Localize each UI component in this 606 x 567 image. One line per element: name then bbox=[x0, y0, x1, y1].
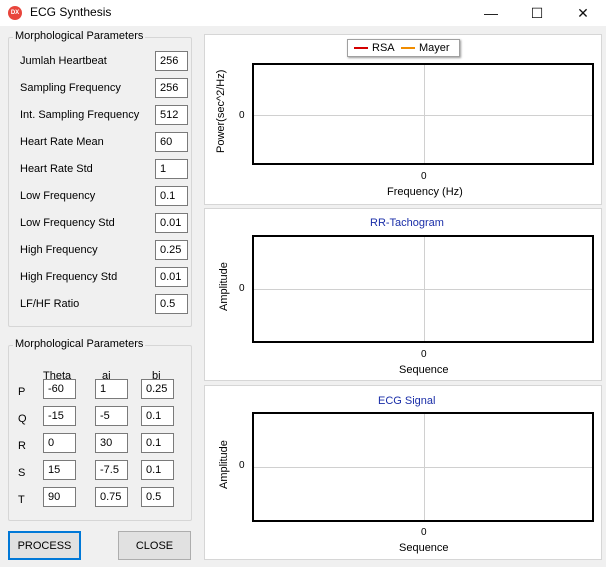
param-label-sampling-frequency: Sampling Frequency bbox=[20, 82, 121, 94]
rr-tachogram-chart: RR-Tachogram Amplitude 0 0 Sequence bbox=[204, 208, 602, 381]
x-axis-label: Frequency (Hz) bbox=[387, 186, 463, 198]
legend-item-rsa: RSA bbox=[354, 42, 395, 54]
vertical-gridline bbox=[424, 65, 425, 163]
heartbeat-count-input[interactable] bbox=[155, 51, 188, 71]
chart-title: RR-Tachogram bbox=[370, 217, 444, 229]
horizontal-gridline bbox=[254, 289, 592, 290]
x-axis-label: Sequence bbox=[399, 364, 449, 376]
rsa-swatch bbox=[354, 47, 368, 49]
y-axis-label: Power(sec^2/Hz) bbox=[215, 69, 227, 153]
y-tick-label: 0 bbox=[239, 460, 245, 471]
s-bi-input[interactable] bbox=[141, 460, 174, 480]
high-frequency-std-input[interactable] bbox=[155, 267, 188, 287]
param-label-int-sampling-frequency: Int. Sampling Frequency bbox=[20, 109, 140, 121]
q-bi-input[interactable] bbox=[141, 406, 174, 426]
y-tick-label: 0 bbox=[239, 110, 245, 121]
q-ai-input[interactable] bbox=[95, 406, 128, 426]
low-frequency-input[interactable] bbox=[155, 186, 188, 206]
close-window-button[interactable]: ✕ bbox=[577, 4, 589, 21]
r-bi-input[interactable] bbox=[141, 433, 174, 453]
p-bi-input[interactable] bbox=[141, 379, 174, 399]
param-label-heart-rate-mean: Heart Rate Mean bbox=[20, 136, 104, 148]
y-tick-label: 0 bbox=[239, 283, 245, 294]
legend-label-rsa: RSA bbox=[372, 42, 395, 54]
chart-legend: RSA Mayer bbox=[347, 39, 460, 57]
param-label-high-frequency-std: High Frequency Std bbox=[20, 271, 118, 283]
power-spectrum-chart: Power(sec^2/Hz) 0 0 Frequency (Hz) bbox=[204, 34, 602, 205]
row-label-s: S bbox=[18, 467, 26, 479]
maximize-button[interactable]: ☐ bbox=[530, 4, 544, 21]
morph-group: Morphological Parameters Theta ai bi P Q… bbox=[8, 338, 192, 521]
params-group: Morphological Parameters Jumlah Heartbea… bbox=[8, 30, 192, 327]
legend-item-mayer: Mayer bbox=[401, 42, 450, 54]
s-theta-input[interactable] bbox=[43, 460, 76, 480]
close-button[interactable]: CLOSE bbox=[118, 531, 191, 560]
x-tick-label: 0 bbox=[421, 527, 427, 538]
low-frequency-std-input[interactable] bbox=[155, 213, 188, 233]
r-ai-input[interactable] bbox=[95, 433, 128, 453]
params-group-title: Morphological Parameters bbox=[13, 30, 146, 42]
minimize-button[interactable]: — bbox=[484, 5, 498, 21]
mayer-swatch bbox=[401, 47, 415, 49]
high-frequency-input[interactable] bbox=[155, 240, 188, 260]
x-tick-label: 0 bbox=[421, 349, 427, 360]
r-theta-input[interactable] bbox=[43, 433, 76, 453]
y-axis-label: Amplitude bbox=[218, 262, 230, 311]
row-label-p: P bbox=[18, 386, 26, 398]
x-axis-label: Sequence bbox=[399, 542, 449, 554]
s-ai-input[interactable] bbox=[95, 460, 128, 480]
param-label-low-frequency-std: Low Frequency Std bbox=[20, 217, 115, 229]
heart-rate-mean-input[interactable] bbox=[155, 132, 188, 152]
sampling-frequency-input[interactable] bbox=[155, 78, 188, 98]
horizontal-gridline bbox=[254, 467, 592, 468]
plot-area bbox=[252, 63, 594, 165]
t-bi-input[interactable] bbox=[141, 487, 174, 507]
t-ai-input[interactable] bbox=[95, 487, 128, 507]
ecg-signal-chart: ECG Signal Amplitude 0 0 Sequence bbox=[204, 385, 602, 560]
app-icon: DX bbox=[8, 6, 22, 20]
window-title: ECG Synthesis bbox=[30, 5, 112, 19]
param-label-heartbeat: Jumlah Heartbeat bbox=[20, 55, 107, 67]
q-theta-input[interactable] bbox=[43, 406, 76, 426]
process-button[interactable]: PROCESS bbox=[8, 531, 81, 560]
lf-hf-ratio-input[interactable] bbox=[155, 294, 188, 314]
morph-group-title: Morphological Parameters bbox=[13, 338, 146, 350]
t-theta-input[interactable] bbox=[43, 487, 76, 507]
param-label-lf-hf-ratio: LF/HF Ratio bbox=[20, 298, 80, 310]
row-label-r: R bbox=[18, 440, 26, 452]
plot-area bbox=[252, 412, 594, 522]
plot-area bbox=[252, 235, 594, 343]
column-header-ai: ai bbox=[102, 370, 111, 382]
y-axis-label: Amplitude bbox=[218, 440, 230, 489]
legend-label-mayer: Mayer bbox=[419, 42, 450, 54]
x-tick-label: 0 bbox=[421, 171, 427, 182]
row-label-q: Q bbox=[18, 413, 27, 425]
param-label-low-frequency: Low Frequency bbox=[20, 190, 96, 202]
chart-title: ECG Signal bbox=[378, 395, 436, 407]
p-theta-input[interactable] bbox=[43, 379, 76, 399]
param-label-heart-rate-std: Heart Rate Std bbox=[20, 163, 93, 175]
row-label-t: T bbox=[18, 494, 25, 506]
param-label-high-frequency: High Frequency bbox=[20, 244, 98, 256]
column-header-bi: bi bbox=[152, 370, 161, 382]
horizontal-gridline bbox=[254, 115, 592, 116]
int-sampling-frequency-input[interactable] bbox=[155, 105, 188, 125]
heart-rate-std-input[interactable] bbox=[155, 159, 188, 179]
p-ai-input[interactable] bbox=[95, 379, 128, 399]
title-bar[interactable]: DX ECG Synthesis — ☐ ✕ bbox=[0, 0, 606, 26]
